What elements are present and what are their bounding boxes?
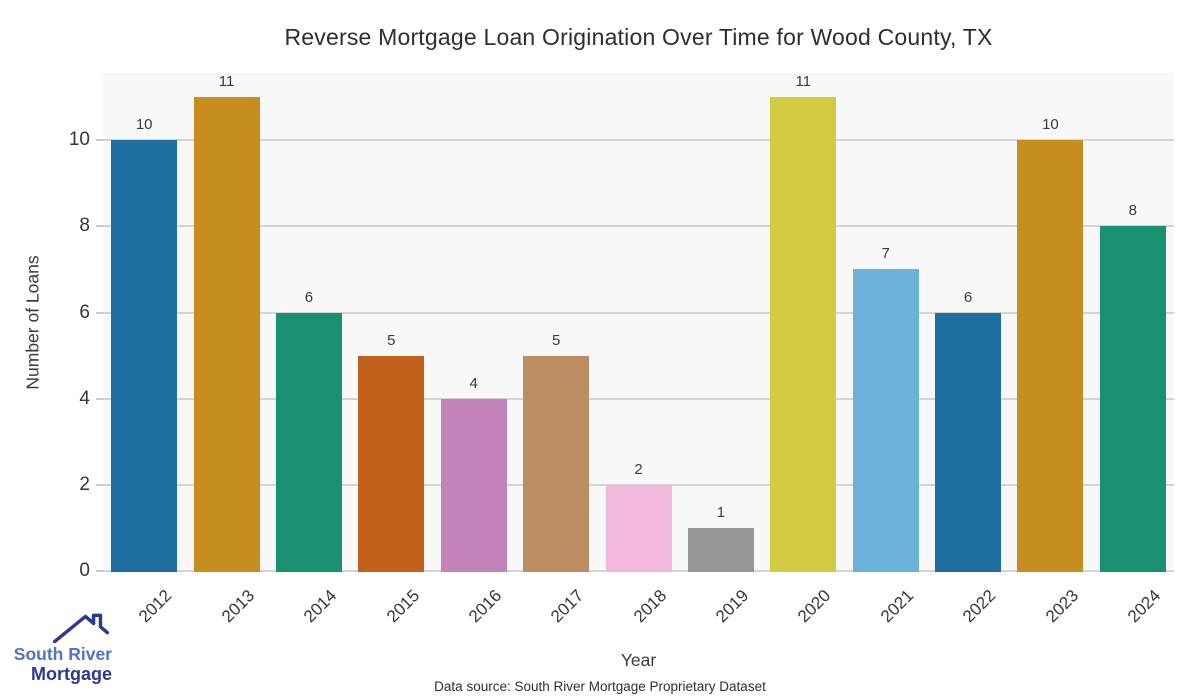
y-tick-label-10: 10 [68,129,90,151]
x-tick-label-2020: 2020 [794,586,835,627]
gridline-y-4 [103,397,1174,400]
bar-2013 [193,97,260,572]
x-tick-label-2017: 2017 [547,586,588,627]
y-tick-mark-8 [96,225,103,228]
y-tick-mark-0 [96,570,103,572]
x-tick-label-2018: 2018 [629,586,670,627]
bar-value-label-2013: 11 [218,73,235,91]
logo: South River Mortgage [14,613,112,688]
x-tick-label-2023: 2023 [1041,586,1082,627]
x-tick-label-2012: 2012 [135,586,176,627]
bar-2018 [605,484,672,572]
y-tick-label-4: 4 [79,387,90,409]
gridline-y-8 [103,225,1174,228]
gridline-y-6 [103,311,1174,314]
y-tick-mark-6 [96,311,103,314]
x-axis-label: Year [620,650,657,670]
bar-value-label-2024: 8 [1128,202,1137,220]
y-axis-label: Number of Loans [22,255,43,390]
x-tick-label-2024: 2024 [1124,586,1165,627]
bar-2014 [275,312,342,572]
bar-2024 [1099,226,1166,572]
bar-value-label-2018: 2 [634,460,643,478]
y-tick-label-0: 0 [79,560,90,581]
data-source-note: Data source: South River Mortgage Propri… [434,679,766,694]
chart-title: Reverse Mortgage Loan Origination Over T… [284,24,993,50]
bar-value-label-2023: 10 [1042,116,1059,134]
bar-2019 [687,527,754,572]
y-tick-mark-2 [96,483,103,486]
x-tick-label-2013: 2013 [217,586,259,627]
bar-2015 [358,355,425,572]
bar-value-label-2021: 7 [881,245,890,263]
bar-2017 [523,355,590,572]
bar-value-label-2015: 5 [387,331,396,349]
roof-icon [53,613,110,643]
gridline-y-10 [103,139,1174,142]
x-tick-label-2021: 2021 [876,586,918,627]
logo-text-mortgage: Mortgage [31,664,112,684]
y-tick-mark-4 [96,397,103,400]
x-tick-label-2022: 2022 [959,586,1000,627]
bar-2012 [111,140,178,572]
bar-value-label-2012: 10 [135,116,153,134]
bar-value-label-2019: 1 [716,503,726,521]
bar-2020 [770,97,837,572]
x-tick-label-2016: 2016 [464,586,506,627]
bar-2022 [935,312,1002,572]
x-tick-label-2019: 2019 [712,586,753,627]
bar-2021 [852,269,919,572]
bar-value-label-2020: 11 [795,73,812,91]
bar-value-label-2014: 6 [304,288,314,306]
y-tick-label-8: 8 [79,215,90,237]
logo-text-south-river: South River [13,644,112,664]
bar-value-label-2017: 5 [551,331,561,349]
bar-2016 [440,398,507,572]
y-tick-label-6: 6 [79,301,90,323]
bar-2023 [1017,140,1084,572]
bar-value-label-2022: 6 [963,288,973,306]
x-tick-label-2014: 2014 [300,586,341,627]
y-tick-label-2: 2 [79,473,90,495]
x-tick-label-2015: 2015 [382,586,423,627]
y-tick-mark-10 [96,139,103,142]
bar-value-label-2016: 4 [469,374,478,392]
